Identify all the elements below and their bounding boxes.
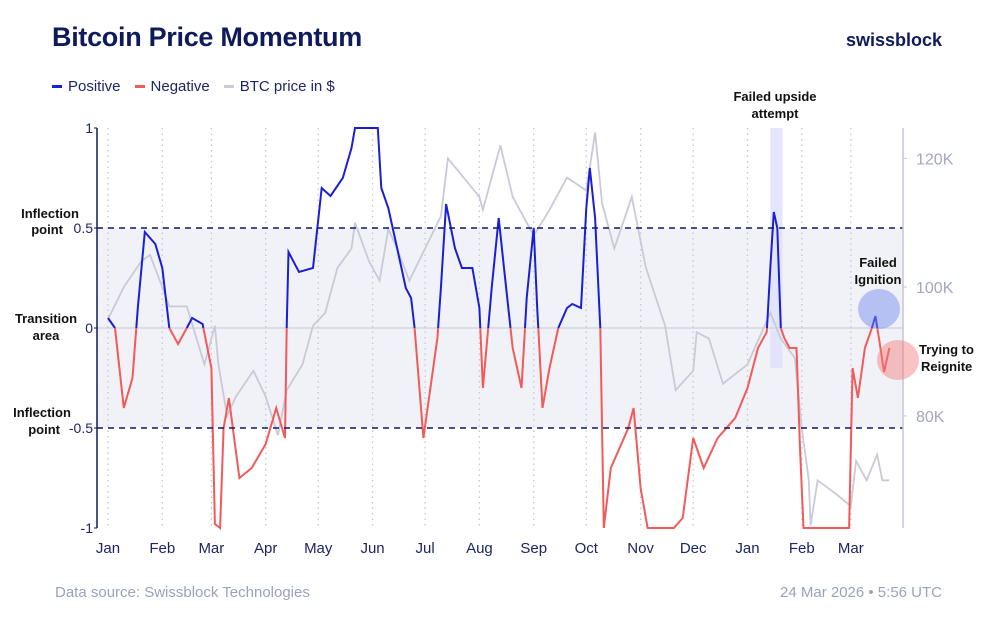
legend: Positive Negative BTC price in $ <box>52 78 335 95</box>
x-tick-label: Jan <box>735 540 759 557</box>
momentum-negative-segment <box>413 327 440 439</box>
momentum-positive-segment <box>285 127 416 329</box>
right-tick-label: 100K <box>916 280 954 297</box>
momentum-positive-segment <box>766 211 782 329</box>
annotation-inflection-top: point <box>31 222 63 237</box>
legend-positive: Positive <box>52 78 121 95</box>
x-tick-label: Aug <box>466 540 493 557</box>
data-source: Data source: Swissblock Technologies <box>55 584 310 601</box>
left-tick-label: -0.5 <box>69 420 93 436</box>
momentum-negative-segment <box>202 327 288 530</box>
annotation-failed-upside: attempt <box>752 106 800 121</box>
reignite-marker <box>877 340 919 380</box>
momentum-negative-segment <box>114 327 138 409</box>
x-tick-label: Nov <box>627 540 654 557</box>
annotation-transition: Transition <box>15 311 77 326</box>
x-tick-label: Feb <box>149 540 175 557</box>
x-tick-label: Jan <box>96 540 120 557</box>
failed-ignition-marker <box>858 289 900 329</box>
annotation-inflection-top: Inflection <box>21 206 79 221</box>
annotation-reignite: Trying to <box>919 342 974 357</box>
momentum-negative-segment <box>876 327 891 373</box>
momentum-negative-segment <box>537 327 560 409</box>
legend-label: Positive <box>68 78 121 95</box>
left-tick-label: 1 <box>85 120 93 136</box>
left-tick-label: -1 <box>81 520 94 536</box>
momentum-positive-segment <box>135 229 171 329</box>
legend-btc-price: BTC price in $ <box>223 78 335 95</box>
x-tick-label: Mar <box>198 540 224 557</box>
x-tick-label: Sep <box>520 540 547 557</box>
momentum-negative-segment <box>779 327 873 529</box>
x-tick-label: Dec <box>680 540 707 557</box>
annotation-reignite: Reignite <box>921 359 972 374</box>
x-tick-label: Feb <box>789 540 815 557</box>
brand-logo: swissblock <box>845 30 942 50</box>
left-tick-label: 0.5 <box>74 220 94 236</box>
momentum-positive-segment <box>185 316 205 329</box>
legend-negative: Negative <box>134 78 210 95</box>
momentum-positive-segment <box>557 167 602 329</box>
momentum-negative-segment <box>479 327 490 389</box>
legend-swatch <box>223 85 234 88</box>
annotation-inflection-bottom: point <box>28 422 60 437</box>
momentum-negative-segment <box>599 327 768 529</box>
annotation-transition: area <box>33 328 61 343</box>
annotation-failed-ignition: Ignition <box>855 272 902 287</box>
momentum-positive-segment <box>437 203 482 329</box>
page-title: Bitcoin Price Momentum <box>52 22 362 52</box>
annotation-failed-ignition: Failed <box>859 255 897 270</box>
x-tick-label: Oct <box>575 540 599 557</box>
legend-swatch <box>52 85 62 88</box>
right-tick-label: 120K <box>916 151 954 168</box>
legend-label: BTC price in $ <box>239 78 335 95</box>
momentum-negative-segment <box>509 327 526 389</box>
momentum-negative-segment <box>168 327 188 347</box>
momentum-positive-segment <box>524 227 540 329</box>
momentum-positive-segment <box>107 317 116 329</box>
right-tick-label: 80K <box>916 409 945 426</box>
legend-label: Negative <box>150 78 210 95</box>
x-tick-label: Mar <box>838 540 864 557</box>
legend-swatch <box>134 85 145 88</box>
left-tick-label: 0 <box>85 320 93 336</box>
annotation-inflection-bottom: Inflection <box>13 405 71 420</box>
annotation-failed-upside: Failed upside <box>733 89 816 104</box>
x-tick-label: May <box>304 540 333 557</box>
x-tick-label: Jun <box>360 540 384 557</box>
timestamp: 24 Mar 2026 • 5:56 UTC <box>780 584 942 601</box>
x-tick-label: Apr <box>254 540 277 557</box>
momentum-positive-segment <box>487 217 512 329</box>
x-tick-label: Jul <box>416 540 435 557</box>
